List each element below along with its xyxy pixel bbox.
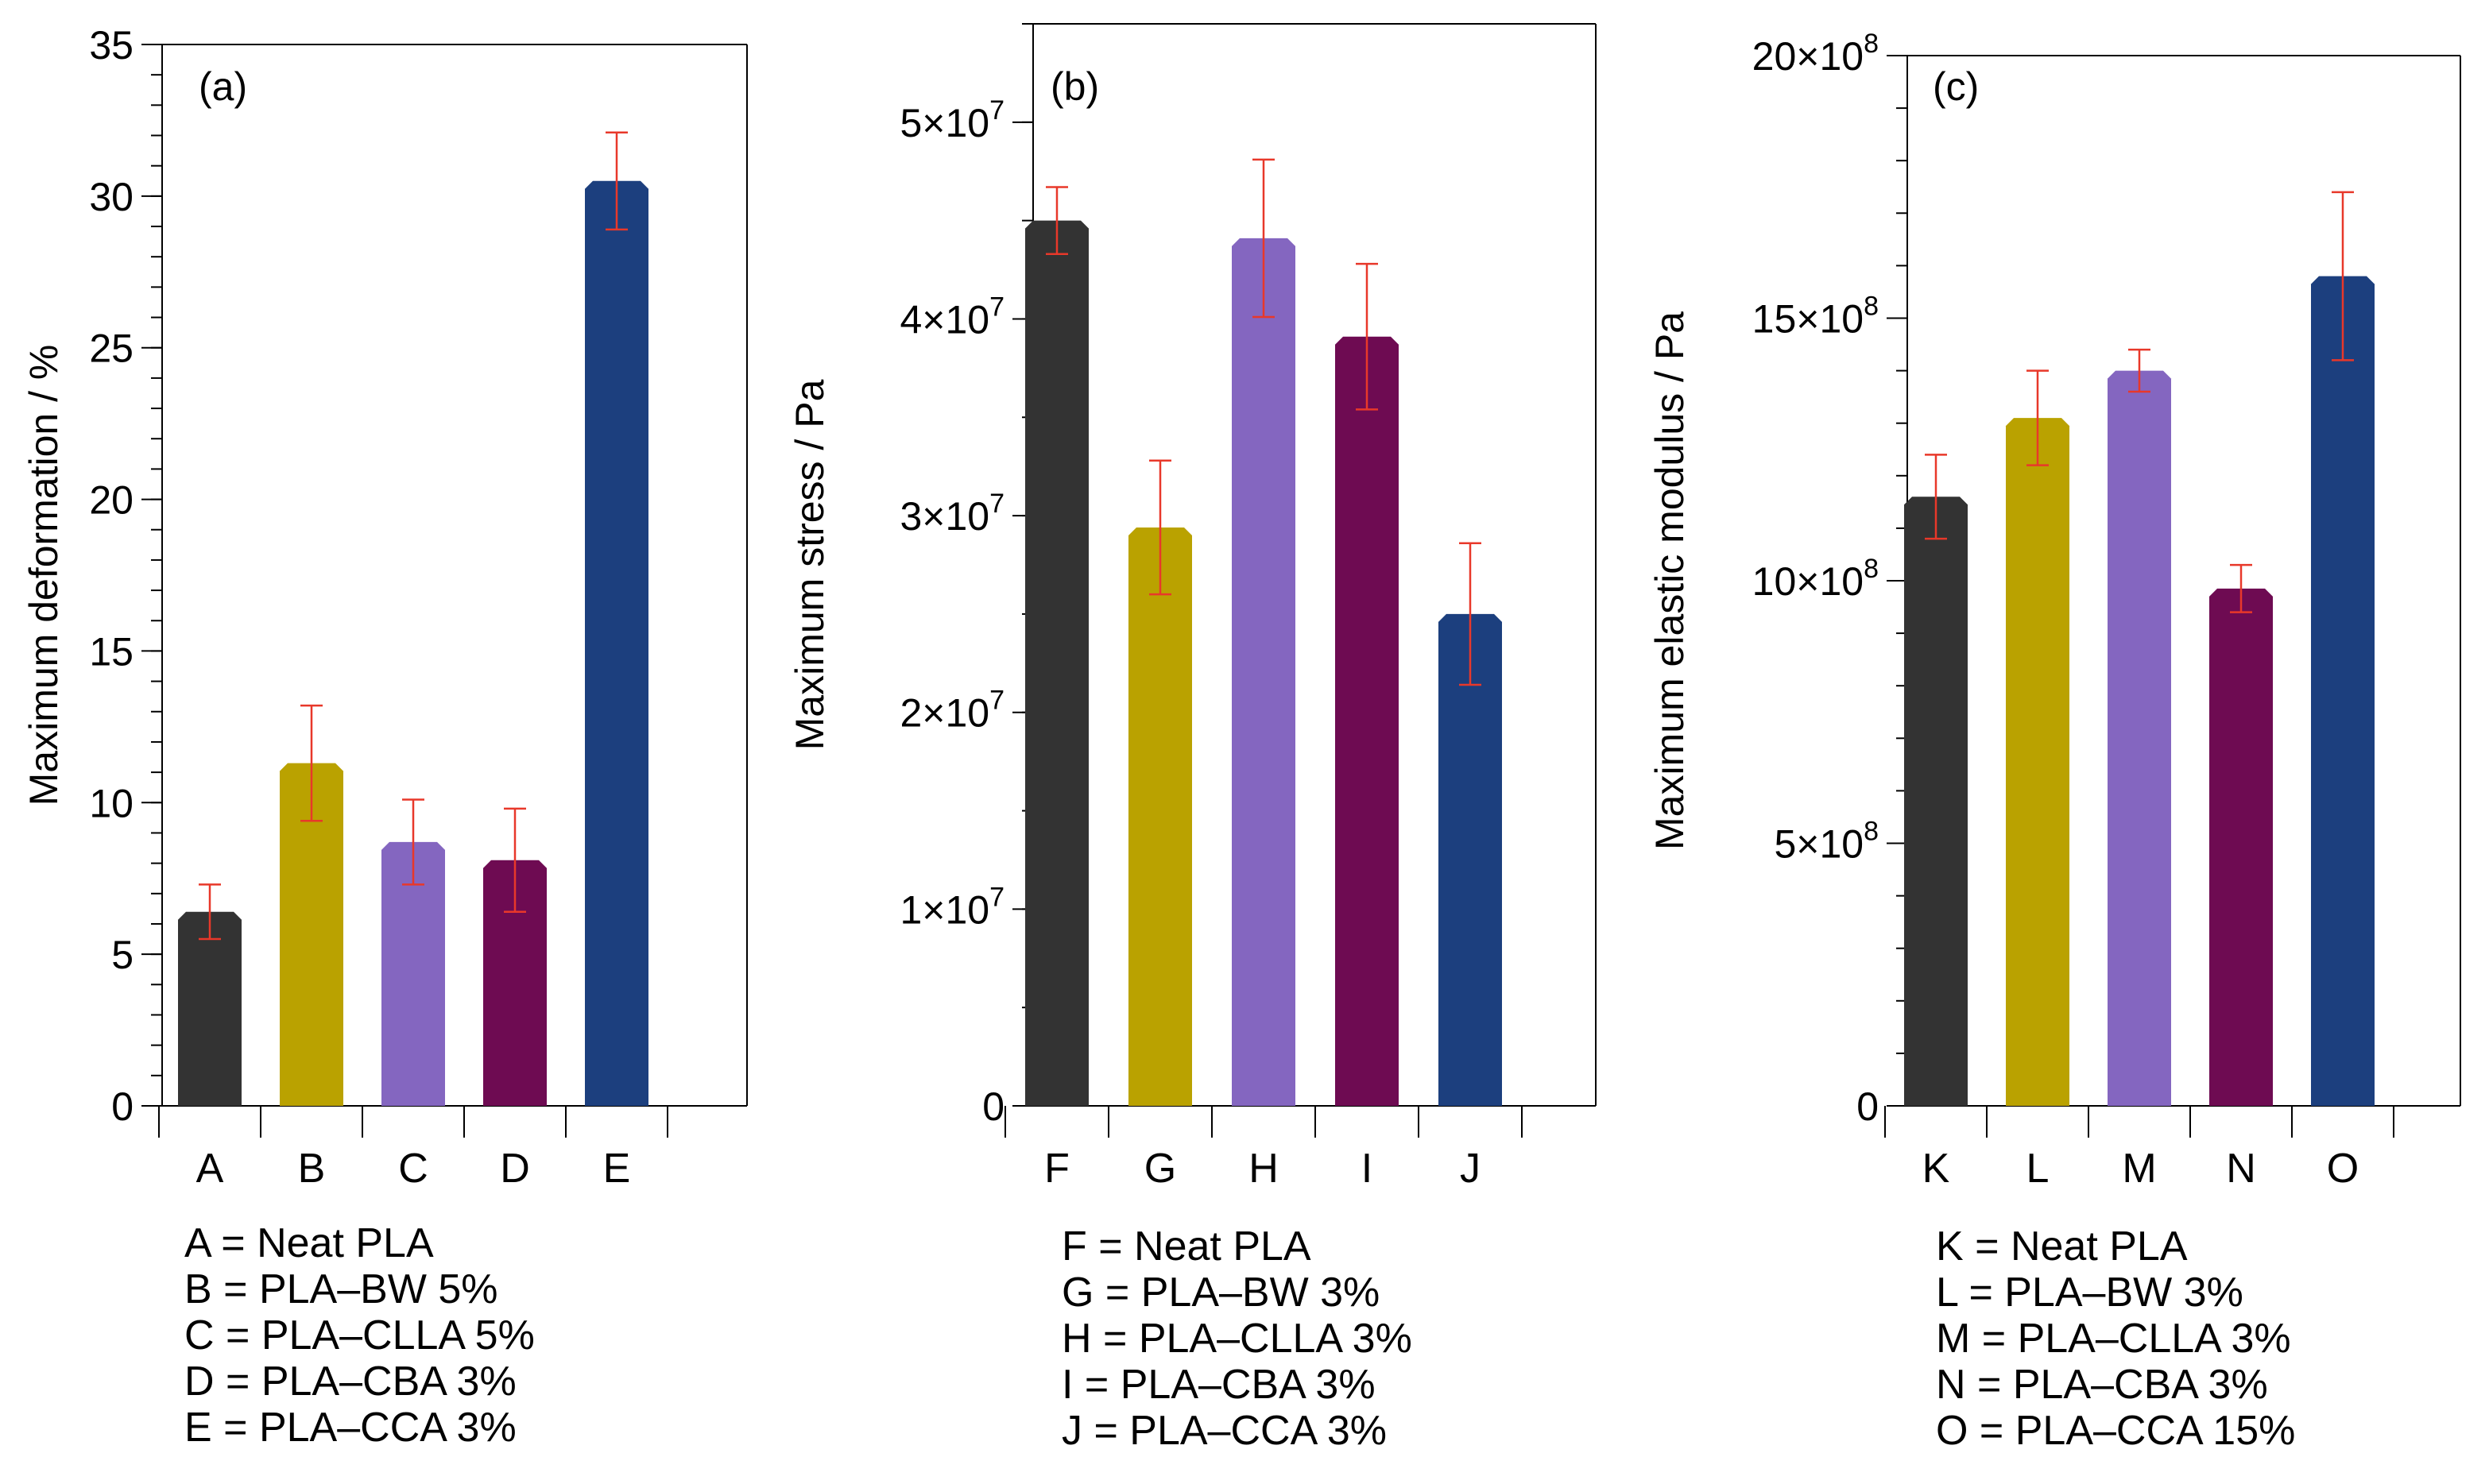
y-tick-label: 0 [982, 1084, 1005, 1129]
legend-entry: M = PLA–CLLA 3% [1936, 1316, 2291, 1362]
y-tick-label: 5×108 [1774, 817, 1879, 867]
y-tick-exponent: 7 [989, 95, 1005, 126]
y-tick-label: 4×107 [900, 292, 1005, 342]
legend-entry: N = PLA–CBA 3% [1936, 1362, 2268, 1408]
legend-entry: O = PLA–CCA 15% [1936, 1408, 2296, 1454]
y-tick-mantissa: 10×10 [1752, 559, 1864, 604]
bar-G [1128, 527, 1192, 1106]
legend-entry: G = PLA–BW 3% [1062, 1270, 1380, 1316]
bar-A [178, 911, 242, 1106]
y-tick-mantissa: 0 [1856, 1084, 1879, 1129]
legend-entry: D = PLA–CBA 3% [184, 1358, 517, 1405]
y-tick-exponent: 7 [989, 489, 1005, 519]
y-tick-label: 10 [89, 781, 134, 825]
y-tick-exponent: 8 [1864, 817, 1879, 847]
y-tick-exponent: 8 [1864, 29, 1879, 59]
legend-entry: B = PLA–BW 5% [184, 1266, 498, 1312]
bar-M [2108, 370, 2171, 1107]
bar-B [280, 763, 343, 1106]
y-axis-label: Maximum elastic modulus / Pa [1647, 311, 1692, 850]
bar-I [1335, 336, 1399, 1106]
legend-entry: E = PLA–CCA 3% [184, 1405, 517, 1451]
legend-entry: C = PLA–CLLA 5% [184, 1312, 535, 1358]
bar-N [2209, 588, 2273, 1106]
x-tick-label: K [1922, 1146, 1950, 1192]
panel-label: (c) [1933, 64, 1979, 109]
x-tick-label: J [1460, 1146, 1481, 1192]
y-tick-label: 0 [111, 1084, 134, 1129]
y-tick-label: 20×108 [1752, 29, 1879, 79]
bar-J [1438, 613, 1502, 1106]
panel-a: 0 5 10 15 20 25 30 35 A B C D E Maximum deformation /… [21, 23, 748, 1192]
y-tick-label: 20 [89, 478, 134, 523]
legend-entry: H = PLA–CLLA 3% [1062, 1316, 1412, 1362]
y-tick-label: 2×107 [900, 686, 1005, 736]
panel-label: (b) [1051, 64, 1099, 109]
x-tick-label: A [196, 1146, 224, 1192]
x-tick-label: I [1361, 1146, 1372, 1192]
x-tick-label: B [298, 1146, 326, 1192]
y-tick-label: 15×108 [1752, 292, 1879, 342]
bar-F [1025, 220, 1089, 1106]
x-tick-label: H [1248, 1146, 1279, 1192]
x-tick-label: E [603, 1146, 631, 1192]
bar-C [381, 841, 445, 1106]
legend-b: F = Neat PLA G = PLA–BW 3% H = PLA–CLLA … [1062, 1223, 1412, 1454]
x-tick-label: G [1144, 1146, 1176, 1192]
y-tick-mantissa: 0 [982, 1084, 1005, 1129]
bar-H [1232, 238, 1295, 1107]
y-tick-mantissa: 3×10 [900, 494, 989, 539]
y-tick-mantissa: 2×10 [900, 691, 989, 736]
x-tick-label: M [2122, 1146, 2156, 1192]
bar-O [2311, 276, 2375, 1106]
legend-entry: L = PLA–BW 3% [1936, 1270, 2243, 1316]
y-tick-label: 0 [1856, 1084, 1879, 1129]
bar-K [1904, 497, 1968, 1106]
legend-entry: J = PLA–CCA 3% [1062, 1408, 1387, 1454]
y-tick-mantissa: 5×10 [900, 101, 989, 145]
legend-entry: F = Neat PLA [1062, 1223, 1311, 1270]
panel-label: (a) [199, 64, 247, 109]
y-tick-exponent: 7 [989, 686, 1005, 716]
x-tick-label: C [398, 1146, 428, 1192]
y-tick-label: 25 [89, 327, 134, 371]
y-tick-mantissa: 5×10 [1774, 822, 1864, 867]
y-tick-label: 15 [89, 629, 134, 674]
y-tick-label: 35 [89, 23, 134, 68]
y-tick-mantissa: 20×10 [1752, 34, 1864, 79]
y-tick-mantissa: 1×10 [900, 887, 989, 932]
x-tick-label: L [2026, 1146, 2050, 1192]
x-tick-label: O [2327, 1146, 2359, 1192]
x-tick-label: N [2226, 1146, 2256, 1192]
y-axis-label: Maximum deformation / % [21, 345, 66, 806]
bar-L [2006, 418, 2069, 1106]
y-tick-exponent: 7 [989, 292, 1005, 322]
y-tick-exponent: 7 [989, 882, 1005, 912]
y-tick-mantissa: 15×10 [1752, 297, 1864, 342]
y-tick-label: 10×108 [1752, 554, 1879, 604]
legend-entry: A = Neat PLA [184, 1220, 434, 1266]
y-axis-label: Maximum stress / Pa [788, 379, 832, 750]
y-tick-label: 1×107 [900, 882, 1005, 932]
legend-entry: K = Neat PLA [1936, 1223, 2188, 1270]
legend-c: K = Neat PLA L = PLA–BW 3% M = PLA–CLLA … [1936, 1223, 2295, 1454]
y-tick-label: 3×107 [900, 489, 1005, 539]
y-tick-label: 5 [111, 933, 134, 977]
x-tick-label: F [1044, 1146, 1070, 1192]
legend-entry: I = PLA–CBA 3% [1062, 1362, 1376, 1408]
y-tick-exponent: 8 [1864, 292, 1879, 322]
legend-a: A = Neat PLA B = PLA–BW 5% C = PLA–CLLA … [184, 1220, 535, 1451]
y-tick-label: 5×107 [900, 95, 1005, 145]
y-tick-mantissa: 4×10 [900, 297, 989, 342]
x-tick-label: D [500, 1146, 530, 1192]
y-tick-label: 30 [89, 175, 134, 219]
bar-E [585, 180, 648, 1106]
y-tick-exponent: 8 [1864, 554, 1879, 584]
bar-D [483, 860, 547, 1106]
